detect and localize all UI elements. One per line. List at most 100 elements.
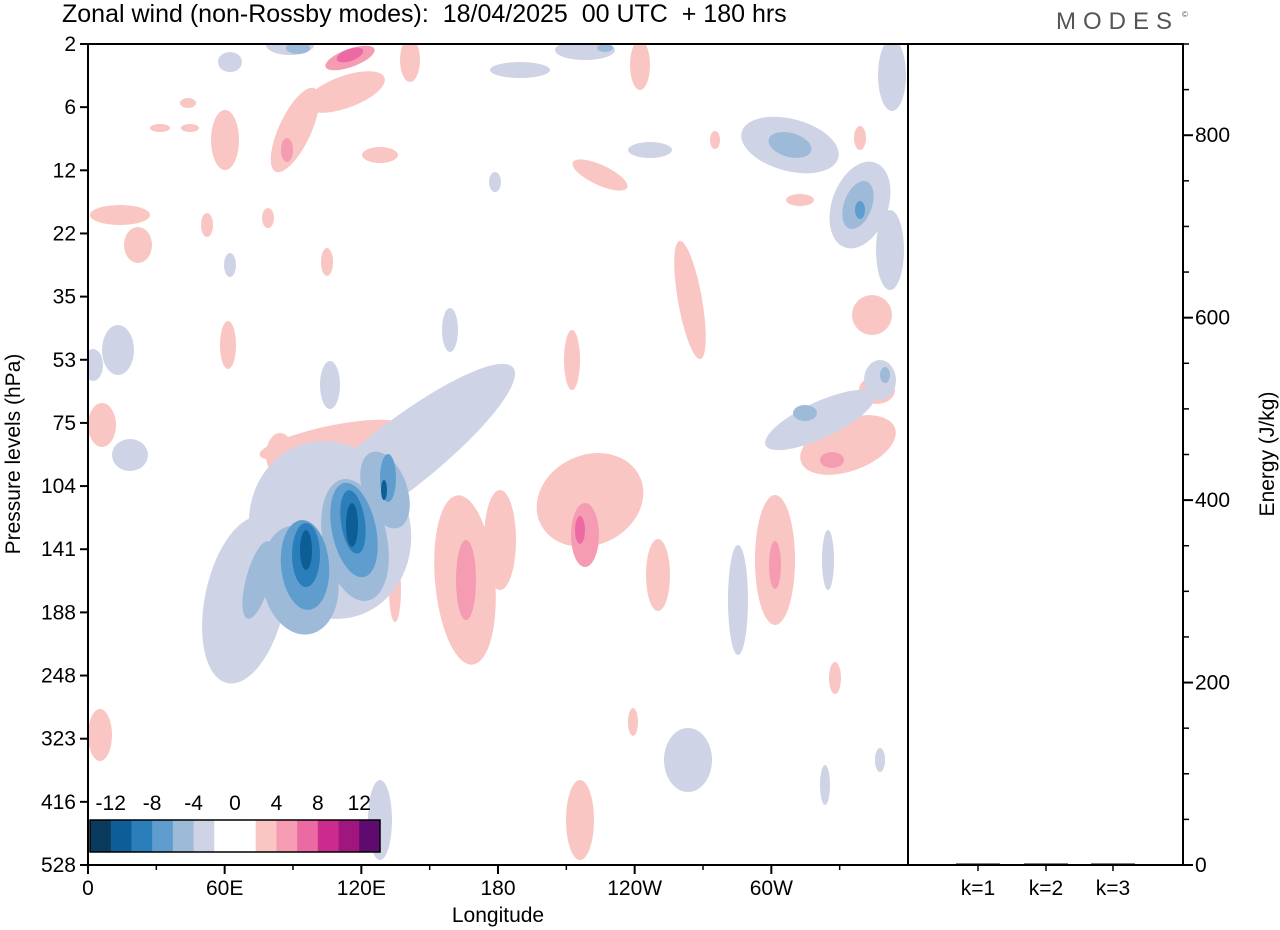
contour-patch xyxy=(710,131,720,149)
y-tick-label: 104 xyxy=(41,475,76,498)
contour-patch xyxy=(88,403,116,447)
contour-patch xyxy=(822,530,834,590)
contour-patch xyxy=(484,490,516,590)
contour-patch xyxy=(765,389,875,451)
x-axis: 0 60E 120E 180 120W 60W xyxy=(82,865,841,900)
contour-patch xyxy=(820,452,844,468)
contour-patch xyxy=(220,321,236,369)
y-tick-label: 12 xyxy=(53,159,76,182)
contour-patch xyxy=(571,503,599,567)
contour-patch xyxy=(270,87,320,173)
contour-patch xyxy=(211,110,239,170)
contour-patch xyxy=(875,748,885,772)
energy-tick-label: 400 xyxy=(1195,489,1230,512)
colorbar-swatch xyxy=(131,820,153,852)
energy-bar xyxy=(1091,863,1135,865)
colorbar-swatch xyxy=(90,820,112,852)
x-axis-label: Longitude xyxy=(452,904,544,927)
contour-patch xyxy=(880,367,890,383)
contour-patch xyxy=(597,44,613,52)
contour-patch xyxy=(572,159,628,191)
colorbar-label: 8 xyxy=(312,792,324,815)
energy-category-label: k=3 xyxy=(1096,877,1130,900)
colorbar-label: 12 xyxy=(348,792,371,815)
contour-patch xyxy=(224,253,236,277)
y-tick-label: 188 xyxy=(41,601,76,624)
contour-patch xyxy=(218,52,242,72)
colorbar-label: -12 xyxy=(96,792,126,815)
contour-patch xyxy=(346,503,358,547)
colorbar-swatch xyxy=(235,820,257,852)
colorbar-swatch xyxy=(338,820,360,852)
contour-patch xyxy=(201,213,213,237)
colorbar-swatch xyxy=(276,820,298,852)
contour-patch xyxy=(628,142,672,158)
copyright-mark: © xyxy=(1182,10,1188,19)
colorbar-swatch xyxy=(214,820,236,852)
energy-tick-label: 0 xyxy=(1195,854,1207,877)
energy-bar xyxy=(1024,863,1068,865)
energy-bar xyxy=(956,863,1000,865)
contour-patch xyxy=(381,480,387,500)
contour-patch xyxy=(362,147,398,163)
colorbar-label: -8 xyxy=(143,792,162,815)
contour-patch xyxy=(564,330,580,390)
contour-patch xyxy=(489,172,501,192)
contour-patch xyxy=(575,516,585,544)
energy-tick-label: 600 xyxy=(1195,307,1230,330)
contour-patch xyxy=(728,545,748,655)
contour-patch xyxy=(829,662,841,694)
contour-patch xyxy=(88,349,103,381)
colorbar-swatch xyxy=(152,820,174,852)
x-tick-label: 0 xyxy=(82,877,94,900)
contour-patch xyxy=(878,44,906,111)
contour-patch xyxy=(536,453,644,547)
colorbar-swatch xyxy=(193,820,215,852)
contour-patch xyxy=(124,227,152,263)
contour-patch xyxy=(864,360,896,400)
energy-panel-frame xyxy=(907,43,1184,866)
contour-patch xyxy=(854,126,866,150)
colorbar-label: 4 xyxy=(271,792,283,815)
y-tick-label: 2 xyxy=(64,33,76,56)
energy-axis-label: Energy (J/kg) xyxy=(1256,392,1279,517)
colorbar-swatch xyxy=(317,820,340,852)
contour-patch xyxy=(242,541,274,619)
colorbar: -12 -8 -4 0 4 8 12 xyxy=(89,792,381,853)
contour-patch xyxy=(646,539,670,611)
contour-patch xyxy=(630,44,650,90)
contour-patch xyxy=(793,405,817,421)
y-tick-label: 22 xyxy=(53,222,76,245)
contour-patch xyxy=(300,530,312,570)
y-tick-label: 35 xyxy=(53,286,76,309)
y-tick-label: 323 xyxy=(41,728,76,751)
contour-patch xyxy=(768,132,812,158)
y-tick-label: 248 xyxy=(41,665,76,688)
contour-patch xyxy=(320,361,340,409)
contour-patch xyxy=(181,124,199,132)
contour-patch xyxy=(490,62,550,78)
colorbar-label: -4 xyxy=(184,792,203,815)
y-tick-label: 416 xyxy=(41,791,76,814)
contour-patch xyxy=(855,201,865,219)
contour-patch xyxy=(852,295,892,335)
y-tick-label: 75 xyxy=(53,412,76,435)
colorbar-swatch xyxy=(255,820,277,852)
energy-category-label: k=2 xyxy=(1029,877,1063,900)
contour-patch xyxy=(321,248,333,276)
contour-patch xyxy=(786,194,814,206)
colorbar-swatch xyxy=(297,820,319,852)
chart-title: Zonal wind (non-Rossby modes): 18/04/202… xyxy=(62,0,787,28)
energy-bars: k=1 k=2 k=3 xyxy=(956,863,1135,900)
colorbar-swatch xyxy=(172,820,195,852)
contour-patch xyxy=(286,44,310,54)
contour-patch xyxy=(820,765,830,805)
contour-patch xyxy=(180,98,196,108)
contour-patch xyxy=(112,439,148,471)
y-tick-label: 53 xyxy=(53,349,76,372)
contour-patch xyxy=(442,308,458,352)
contour-patch xyxy=(456,540,476,620)
modes-logo: MODES xyxy=(1056,8,1180,35)
energy-tick-label: 800 xyxy=(1195,124,1230,147)
